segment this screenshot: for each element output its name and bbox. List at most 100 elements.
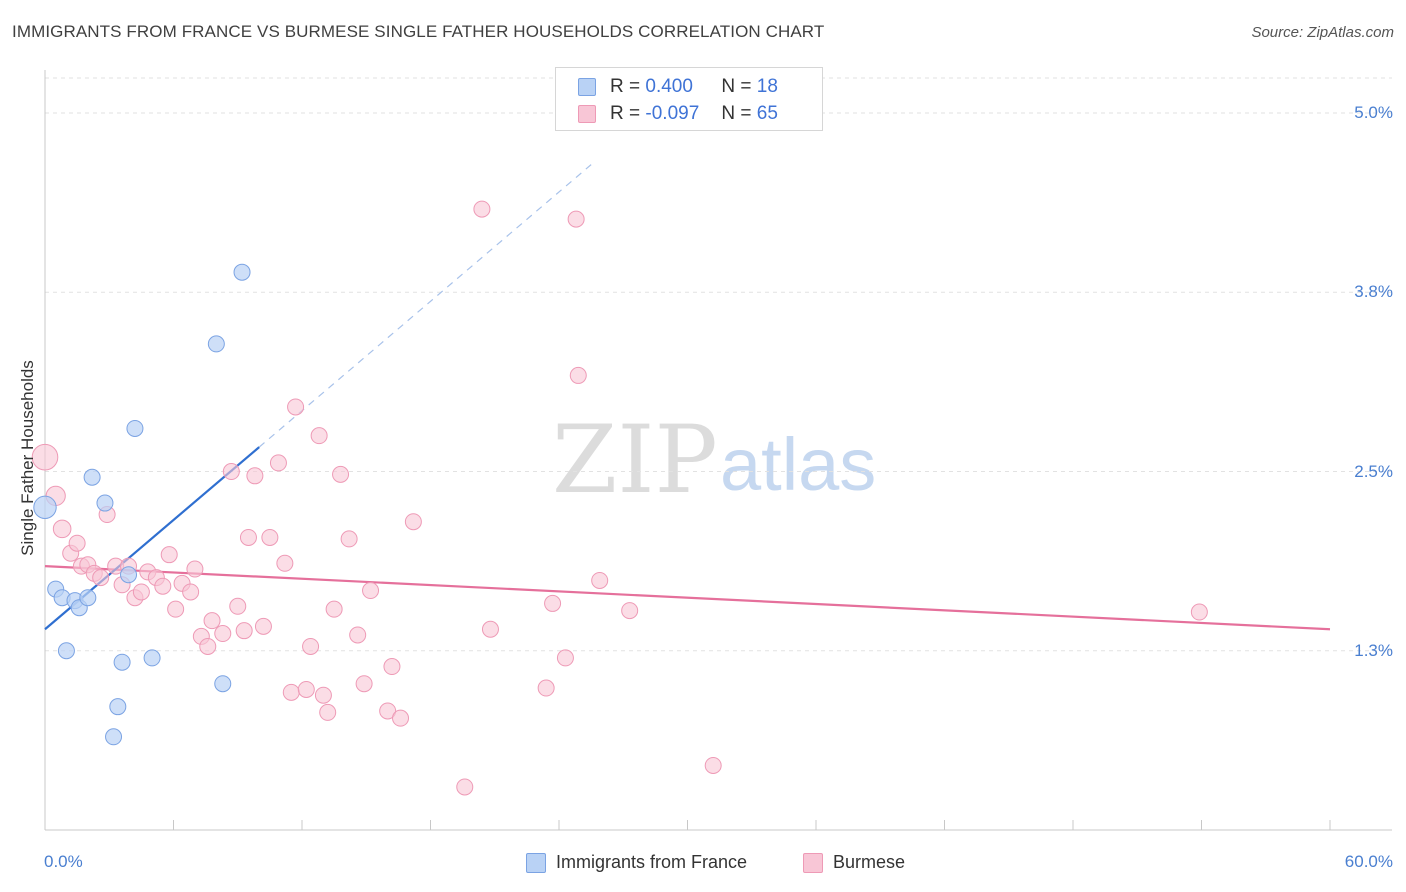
point-burmese (340, 530, 358, 548)
trend-line-burmese (44, 565, 1331, 631)
point-burmese (199, 637, 217, 655)
point-burmese (203, 612, 221, 630)
point-burmese (254, 617, 272, 635)
point-burmese (186, 560, 204, 578)
watermark: ZIP atlas (552, 406, 876, 515)
legend-label-france: Immigrants from France (556, 852, 748, 872)
point-burmese (537, 679, 555, 697)
x-tick-min: 0.0% (44, 852, 83, 871)
r-label: R = (610, 103, 641, 124)
point-burmese (1190, 603, 1208, 621)
point-france (143, 649, 161, 667)
chart-title: IMMIGRANTS FROM FRANCE VS BURMESE SINGLE… (12, 22, 825, 41)
source-label: Source: ZipAtlas.com (1251, 24, 1394, 41)
point-burmese (473, 200, 491, 218)
point-burmese (332, 465, 350, 483)
burmese-swatch (578, 105, 596, 123)
y-tick-label: 5.0% (1354, 103, 1393, 123)
point-burmese (704, 756, 722, 774)
point-burmese (261, 528, 279, 546)
point-france (233, 263, 251, 281)
point-burmese (379, 702, 397, 720)
point-burmese (325, 600, 343, 618)
point-burmese (310, 427, 328, 445)
point-france (214, 675, 232, 693)
watermark-zip: ZIP (552, 406, 718, 515)
legend-item-france: Immigrants from France (526, 852, 747, 873)
r-label: R = (610, 76, 641, 97)
trend-lines (44, 164, 1331, 631)
legend-row-france: R = 0.400 N = 18 (578, 74, 778, 100)
point-france (207, 335, 225, 353)
point-burmese (362, 582, 380, 600)
n-label: N = (721, 76, 752, 97)
point-burmese (556, 649, 574, 667)
france-swatch (526, 852, 546, 873)
point-france (105, 728, 123, 746)
point-burmese (31, 443, 59, 471)
point-france (96, 494, 114, 512)
point-burmese (246, 467, 264, 485)
point-burmese (214, 625, 232, 643)
point-burmese (319, 703, 337, 721)
trend-line-france-extension (258, 164, 592, 448)
burmese-swatch (803, 852, 823, 873)
point-burmese (567, 210, 585, 228)
point-burmese (68, 534, 86, 552)
point-france (33, 495, 57, 520)
point-burmese (355, 675, 373, 693)
point-burmese (456, 778, 474, 796)
france-swatch (578, 78, 596, 96)
r-value: 0.400 (645, 76, 693, 97)
point-burmese (302, 637, 320, 655)
point-burmese (544, 594, 562, 612)
point-burmese (182, 583, 200, 601)
legend-label-burmese: Burmese (833, 852, 906, 872)
point-burmese (160, 546, 178, 564)
n-value: 18 (756, 76, 778, 97)
point-burmese (392, 709, 410, 727)
x-tick-max: 60.0% (1344, 852, 1393, 871)
point-burmese (235, 622, 253, 640)
axes (44, 70, 1392, 831)
point-burmese (297, 680, 315, 698)
point-burmese (92, 569, 110, 587)
legend-row-burmese: R = -0.097 N = 65 (578, 101, 778, 127)
point-france (57, 642, 75, 660)
point-burmese (404, 513, 422, 531)
y-tick-label: 3.8% (1354, 282, 1393, 302)
n-label: N = (721, 103, 752, 124)
point-burmese (282, 683, 300, 701)
point-burmese (132, 583, 150, 601)
point-burmese (569, 366, 587, 384)
point-burmese (154, 577, 172, 595)
point-burmese (481, 620, 499, 638)
gridlines (45, 77, 1392, 652)
stats-legend: R = 0.400 N = 18 R = -0.097 N = 65 (555, 67, 823, 131)
y-tick-label: 2.5% (1354, 461, 1393, 481)
point-burmese (52, 519, 72, 539)
y-tick-label: 1.3% (1354, 640, 1393, 660)
point-burmese (276, 554, 294, 572)
scatter-points (31, 200, 1208, 796)
point-france (113, 653, 131, 671)
point-burmese (167, 600, 185, 618)
point-burmese (383, 658, 401, 676)
point-burmese (287, 398, 305, 416)
point-burmese (239, 528, 257, 546)
point-france (126, 419, 144, 437)
point-burmese (591, 571, 609, 589)
y-axis-label: Single Father Households (18, 360, 37, 556)
point-burmese (314, 686, 332, 704)
point-burmese (621, 602, 639, 620)
point-france (83, 468, 101, 486)
point-burmese (229, 597, 247, 615)
legend-item-burmese: Burmese (803, 852, 905, 873)
point-burmese (349, 626, 367, 644)
point-france (120, 566, 138, 584)
r-value: -0.097 (645, 103, 700, 124)
point-france (79, 589, 97, 607)
watermark-atlas: atlas (720, 423, 876, 506)
point-burmese (269, 454, 287, 472)
